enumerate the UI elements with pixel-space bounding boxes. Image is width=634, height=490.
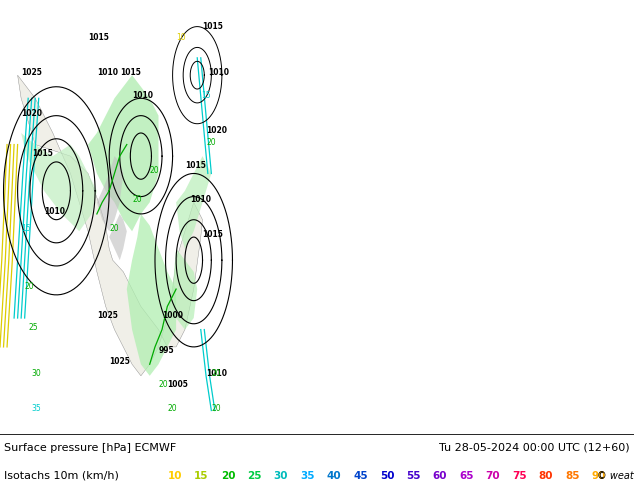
- Polygon shape: [109, 214, 127, 260]
- Text: 10: 10: [168, 471, 182, 481]
- Text: 70: 70: [486, 471, 500, 481]
- Polygon shape: [97, 156, 123, 231]
- Text: 55: 55: [406, 471, 421, 481]
- Text: 15: 15: [21, 224, 31, 233]
- Polygon shape: [176, 156, 211, 248]
- Text: 20: 20: [132, 196, 142, 204]
- Text: 1015: 1015: [120, 68, 141, 77]
- Text: 65: 65: [459, 471, 474, 481]
- Text: 1015: 1015: [185, 161, 206, 170]
- Text: 995: 995: [158, 346, 174, 355]
- Text: 1020: 1020: [21, 109, 42, 118]
- Text: 20: 20: [150, 167, 159, 175]
- Text: 1025: 1025: [97, 311, 118, 320]
- Polygon shape: [88, 75, 158, 231]
- Text: 1010: 1010: [206, 369, 227, 378]
- Text: 1010: 1010: [44, 207, 65, 216]
- Text: 45: 45: [353, 471, 368, 481]
- Text: 20: 20: [158, 380, 168, 390]
- Text: 20: 20: [211, 369, 221, 378]
- Text: 25: 25: [28, 322, 38, 332]
- Text: 20: 20: [221, 471, 235, 481]
- Text: 20: 20: [25, 282, 34, 291]
- Text: Isotachs 10m (km/h): Isotachs 10m (km/h): [4, 471, 119, 481]
- Text: Surface pressure [hPa] ECMWF: Surface pressure [hPa] ECMWF: [4, 443, 176, 453]
- Text: 40: 40: [327, 471, 341, 481]
- Text: 20: 20: [211, 404, 221, 413]
- Polygon shape: [21, 133, 97, 231]
- Text: 1015: 1015: [202, 230, 223, 239]
- Text: 1025: 1025: [109, 357, 130, 366]
- Text: 1015: 1015: [32, 149, 53, 158]
- Polygon shape: [18, 75, 202, 376]
- Text: 85: 85: [566, 471, 579, 481]
- Text: 1010: 1010: [190, 196, 211, 204]
- Text: 1010: 1010: [132, 91, 153, 100]
- Text: © weatheronline.co.uk: © weatheronline.co.uk: [597, 471, 634, 481]
- Text: 30: 30: [274, 471, 288, 481]
- Text: 1015: 1015: [202, 22, 223, 31]
- Polygon shape: [127, 214, 176, 376]
- Text: 35: 35: [32, 404, 41, 413]
- Text: 15: 15: [194, 471, 209, 481]
- Text: Tu 28-05-2024 00:00 UTC (12+60): Tu 28-05-2024 00:00 UTC (12+60): [439, 443, 630, 453]
- Text: 30: 30: [32, 369, 41, 378]
- Text: 25: 25: [247, 471, 262, 481]
- Text: 20: 20: [109, 224, 119, 233]
- Polygon shape: [172, 248, 197, 330]
- Text: 1005: 1005: [167, 380, 188, 390]
- Text: 10: 10: [176, 33, 186, 43]
- Text: 75: 75: [512, 471, 527, 481]
- Text: 35: 35: [301, 471, 314, 481]
- Text: 1015: 1015: [88, 33, 109, 43]
- Text: 1020: 1020: [206, 126, 227, 135]
- Text: 50: 50: [380, 471, 394, 481]
- Text: 15: 15: [201, 91, 210, 100]
- Text: 1010: 1010: [208, 68, 229, 77]
- Text: 1025: 1025: [21, 68, 42, 77]
- Text: 1000: 1000: [162, 311, 183, 320]
- Text: 20: 20: [167, 404, 177, 413]
- Text: 60: 60: [433, 471, 447, 481]
- Text: 1010: 1010: [97, 68, 118, 77]
- Text: 20: 20: [206, 138, 216, 147]
- Text: 90: 90: [592, 471, 606, 481]
- Text: 80: 80: [539, 471, 553, 481]
